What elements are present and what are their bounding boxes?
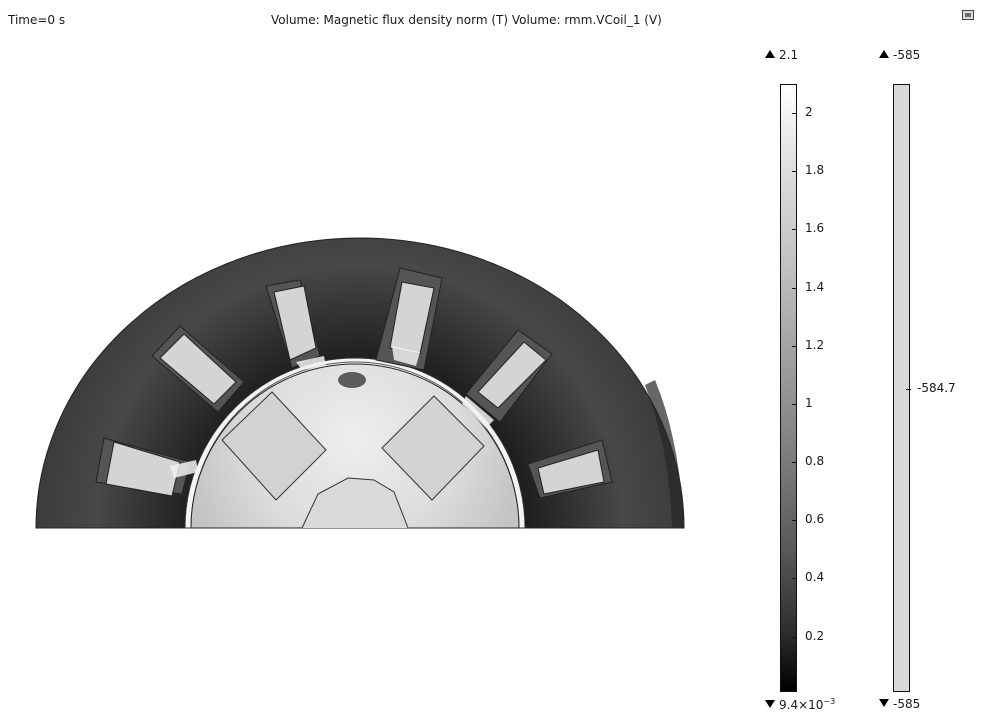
voltage-tick: [906, 389, 911, 390]
flux-tick-label: 0.6: [805, 512, 824, 526]
flux-tick: [792, 637, 797, 638]
flux-tick-label: 2: [805, 105, 813, 119]
flux-tick-label: 1.4: [805, 280, 824, 294]
flux-tick-label: 1.2: [805, 338, 824, 352]
flux-tick: [792, 404, 797, 405]
flux-colorbar: [780, 84, 797, 692]
voltage-legend-max: -585: [879, 48, 920, 62]
voltage-tick-label: -584.7: [917, 381, 956, 395]
flux-tick-label: 1.8: [805, 163, 824, 177]
flux-tick: [792, 288, 797, 289]
voltage-colorbar: [893, 84, 910, 692]
flux-tick-label: 0.4: [805, 570, 824, 584]
flux-tick: [792, 229, 797, 230]
voltage-legend-min: -585: [879, 697, 920, 711]
flux-tick: [792, 346, 797, 347]
flux-tick-label: 0.2: [805, 629, 824, 643]
flux-tick: [792, 462, 797, 463]
triangle-down-icon: [765, 700, 775, 708]
flux-tick-label: 0.8: [805, 454, 824, 468]
triangle-down-icon: [879, 699, 889, 707]
triangle-up-icon: [879, 50, 889, 58]
flux-tick: [792, 113, 797, 114]
flux-tick: [792, 578, 797, 579]
triangle-up-icon: [765, 50, 775, 58]
flux-tick: [792, 520, 797, 521]
flux-legend-min: 9.4×10−3: [765, 697, 835, 712]
flux-tick: [792, 171, 797, 172]
flux-tick-label: 1: [805, 396, 813, 410]
flux-legend-max: 2.1: [765, 48, 798, 62]
flux-tick-label: 1.6: [805, 221, 824, 235]
